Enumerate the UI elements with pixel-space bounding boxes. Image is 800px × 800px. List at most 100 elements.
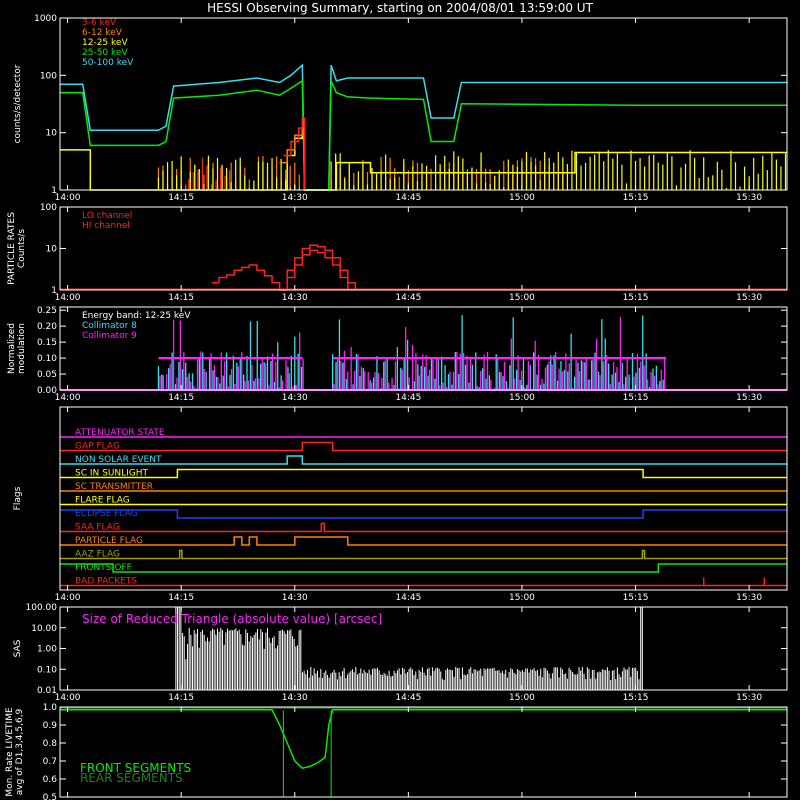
flag-label: NON SOLAR EVENT xyxy=(75,455,162,465)
count_rates-xtick-label: 14:00 xyxy=(55,193,81,203)
count_rates-xtick-label: 15:00 xyxy=(509,193,535,203)
flag-gap-flag xyxy=(60,441,787,452)
flags-xtick-label: 15:30 xyxy=(736,593,762,603)
particle_rates-xtick-label: 14:15 xyxy=(168,293,194,303)
count_rates-ytick-label: 10 xyxy=(46,129,58,139)
legend-entry: FRONT SEGMENTS xyxy=(80,761,191,775)
particle_rates-xtick-label: 14:45 xyxy=(395,293,421,303)
legend-entry: REAR SEGMENTS xyxy=(80,771,183,785)
flag-saa-flag xyxy=(60,522,787,533)
flag-label: SAA FLAG xyxy=(75,523,120,533)
count_rates-xtick-label: 15:15 xyxy=(623,193,649,203)
modulation-frame xyxy=(59,306,788,391)
particle_rates-ytick-label: 1 xyxy=(51,286,57,296)
livetime-ytick-label: 1.0 xyxy=(43,703,58,713)
livetime-ytick-label: 0.7 xyxy=(43,757,57,767)
modulation-xtick-label: 14:45 xyxy=(395,393,421,403)
count_rates-xtick-label: 14:15 xyxy=(168,193,194,203)
flag-sc-in-sunlight xyxy=(60,468,787,479)
series-12-25-kev xyxy=(60,127,787,191)
flag-label: SC TRANSMITTER xyxy=(75,482,153,492)
count_rates-xtick-label: 14:45 xyxy=(395,193,421,203)
flag-aaz-flag xyxy=(60,549,787,560)
flags-panel: ATTENUATOR STATE GAP FLAG NON SOLAR EVENT S… xyxy=(13,406,788,603)
legend-entry: 12-25 keV xyxy=(82,38,128,48)
count_rates-xtick-label: 14:30 xyxy=(282,193,308,203)
livetime-ytick-label: 0.6 xyxy=(43,775,58,785)
flag-label: AAZ FLAG xyxy=(75,550,120,560)
livetime-ytick-label: 0.8 xyxy=(43,739,58,749)
modulation-ytick-label: 0.25 xyxy=(37,306,57,316)
flags-xtick-label: 14:45 xyxy=(395,593,421,603)
particle_rates-frame xyxy=(59,206,788,291)
sas-xtick-label: 15:15 xyxy=(623,693,649,703)
series-lo-channel xyxy=(211,244,357,291)
modulation-ylabel: modulation xyxy=(17,323,27,374)
series-3-6-kev xyxy=(283,117,306,190)
modulation-xtick-label: 14:15 xyxy=(168,393,194,403)
particle_rates-ytick-label: 10 xyxy=(46,245,58,255)
modulation-ytick-label: 0.05 xyxy=(37,370,57,380)
particle_rates-xtick-label: 15:15 xyxy=(623,293,649,303)
flag-label: FLARE FLAG xyxy=(75,496,130,506)
flags-xtick-label: 14:30 xyxy=(282,593,308,603)
sas-ytick-label: 1.00 xyxy=(37,645,57,655)
flag-non-solar-event xyxy=(60,455,787,465)
livetime-frame xyxy=(59,706,788,798)
legend-entry: 50-100 keV xyxy=(82,58,134,68)
series-25-50-kev xyxy=(60,79,787,191)
legend-entry: 6-12 keV xyxy=(82,28,123,38)
count_rates-ytick-label: 100 xyxy=(40,71,57,81)
flag-particle-flag xyxy=(60,536,787,546)
flag-label: GAP FLAG xyxy=(75,442,120,452)
series-hi-channel xyxy=(287,249,349,290)
legend-entry: Energy band: 12-25 keV xyxy=(82,311,191,321)
sas-ytick-label: 0.01 xyxy=(37,686,57,696)
particle_rates-xtick-label: 14:00 xyxy=(55,293,81,303)
modulation-ytick-label: 0.15 xyxy=(37,338,57,348)
flags-ylabel: Flags xyxy=(13,486,23,510)
legend-entry: Collimator 8 xyxy=(82,321,137,331)
flag-label: BAD PACKETS xyxy=(75,577,137,587)
livetime-ytick-label: 0.5 xyxy=(43,793,57,800)
count_rates-ytick-label: 1000 xyxy=(34,14,57,24)
flag-label: FRONTS OFF xyxy=(75,563,132,573)
particle_rates-ylabel: Counts/s xyxy=(17,229,27,268)
series-front-segments xyxy=(60,708,787,770)
sas-xtick-label: 14:00 xyxy=(55,693,81,703)
livetime-ylabel: Mon. Rate LIVETIME xyxy=(5,707,15,797)
sas-xtick-label: 15:00 xyxy=(509,693,535,703)
count_rates-ytick-label: 1 xyxy=(51,186,57,196)
particle_rates-ytick-label: 100 xyxy=(40,203,57,213)
flag-label: ATTENUATOR STATE xyxy=(75,428,165,438)
sas-xtick-label: 15:30 xyxy=(736,693,762,703)
legend-entry: Collimator 9 xyxy=(82,331,137,341)
flags-frame xyxy=(59,406,788,591)
sas-annotation: Size of Reduced Triangle (absolute value… xyxy=(82,612,382,626)
particle_rates-ylabel: PARTICLE RATES xyxy=(7,212,17,285)
flag-fronts-off xyxy=(60,563,787,573)
legend-entry: HI channel xyxy=(82,221,130,231)
count_rates-frame xyxy=(59,17,788,191)
flags-xtick-label: 14:15 xyxy=(168,593,194,603)
series-6-12-kev xyxy=(279,121,306,190)
sas-xtick-label: 14:45 xyxy=(395,693,421,703)
modulation-xtick-label: 14:00 xyxy=(55,393,81,403)
livetime-ylabel: avg of D1,3,4,5,6,9 xyxy=(15,708,25,795)
flag-label: SC IN SUNLIGHT xyxy=(75,469,149,479)
flag-eclipse-flag xyxy=(60,509,787,519)
figure-title: HESSI Observing Summary, starting on 200… xyxy=(207,1,593,15)
particle_rates-xtick-label: 15:00 xyxy=(509,293,535,303)
flags-xtick-label: 14:00 xyxy=(55,593,81,603)
sas-panel: Size of Reduced Triangle (absolute value… xyxy=(13,603,788,703)
particle_rates-xtick-label: 14:30 xyxy=(282,293,308,303)
modulation-xtick-label: 15:15 xyxy=(623,393,649,403)
sas-xtick-label: 14:30 xyxy=(282,693,308,703)
modulation-xtick-label: 14:30 xyxy=(282,393,308,403)
flags-xtick-label: 15:15 xyxy=(623,593,649,603)
modulation-xtick-label: 15:00 xyxy=(509,393,535,403)
sas-ytick-label: 100.00 xyxy=(26,603,58,613)
